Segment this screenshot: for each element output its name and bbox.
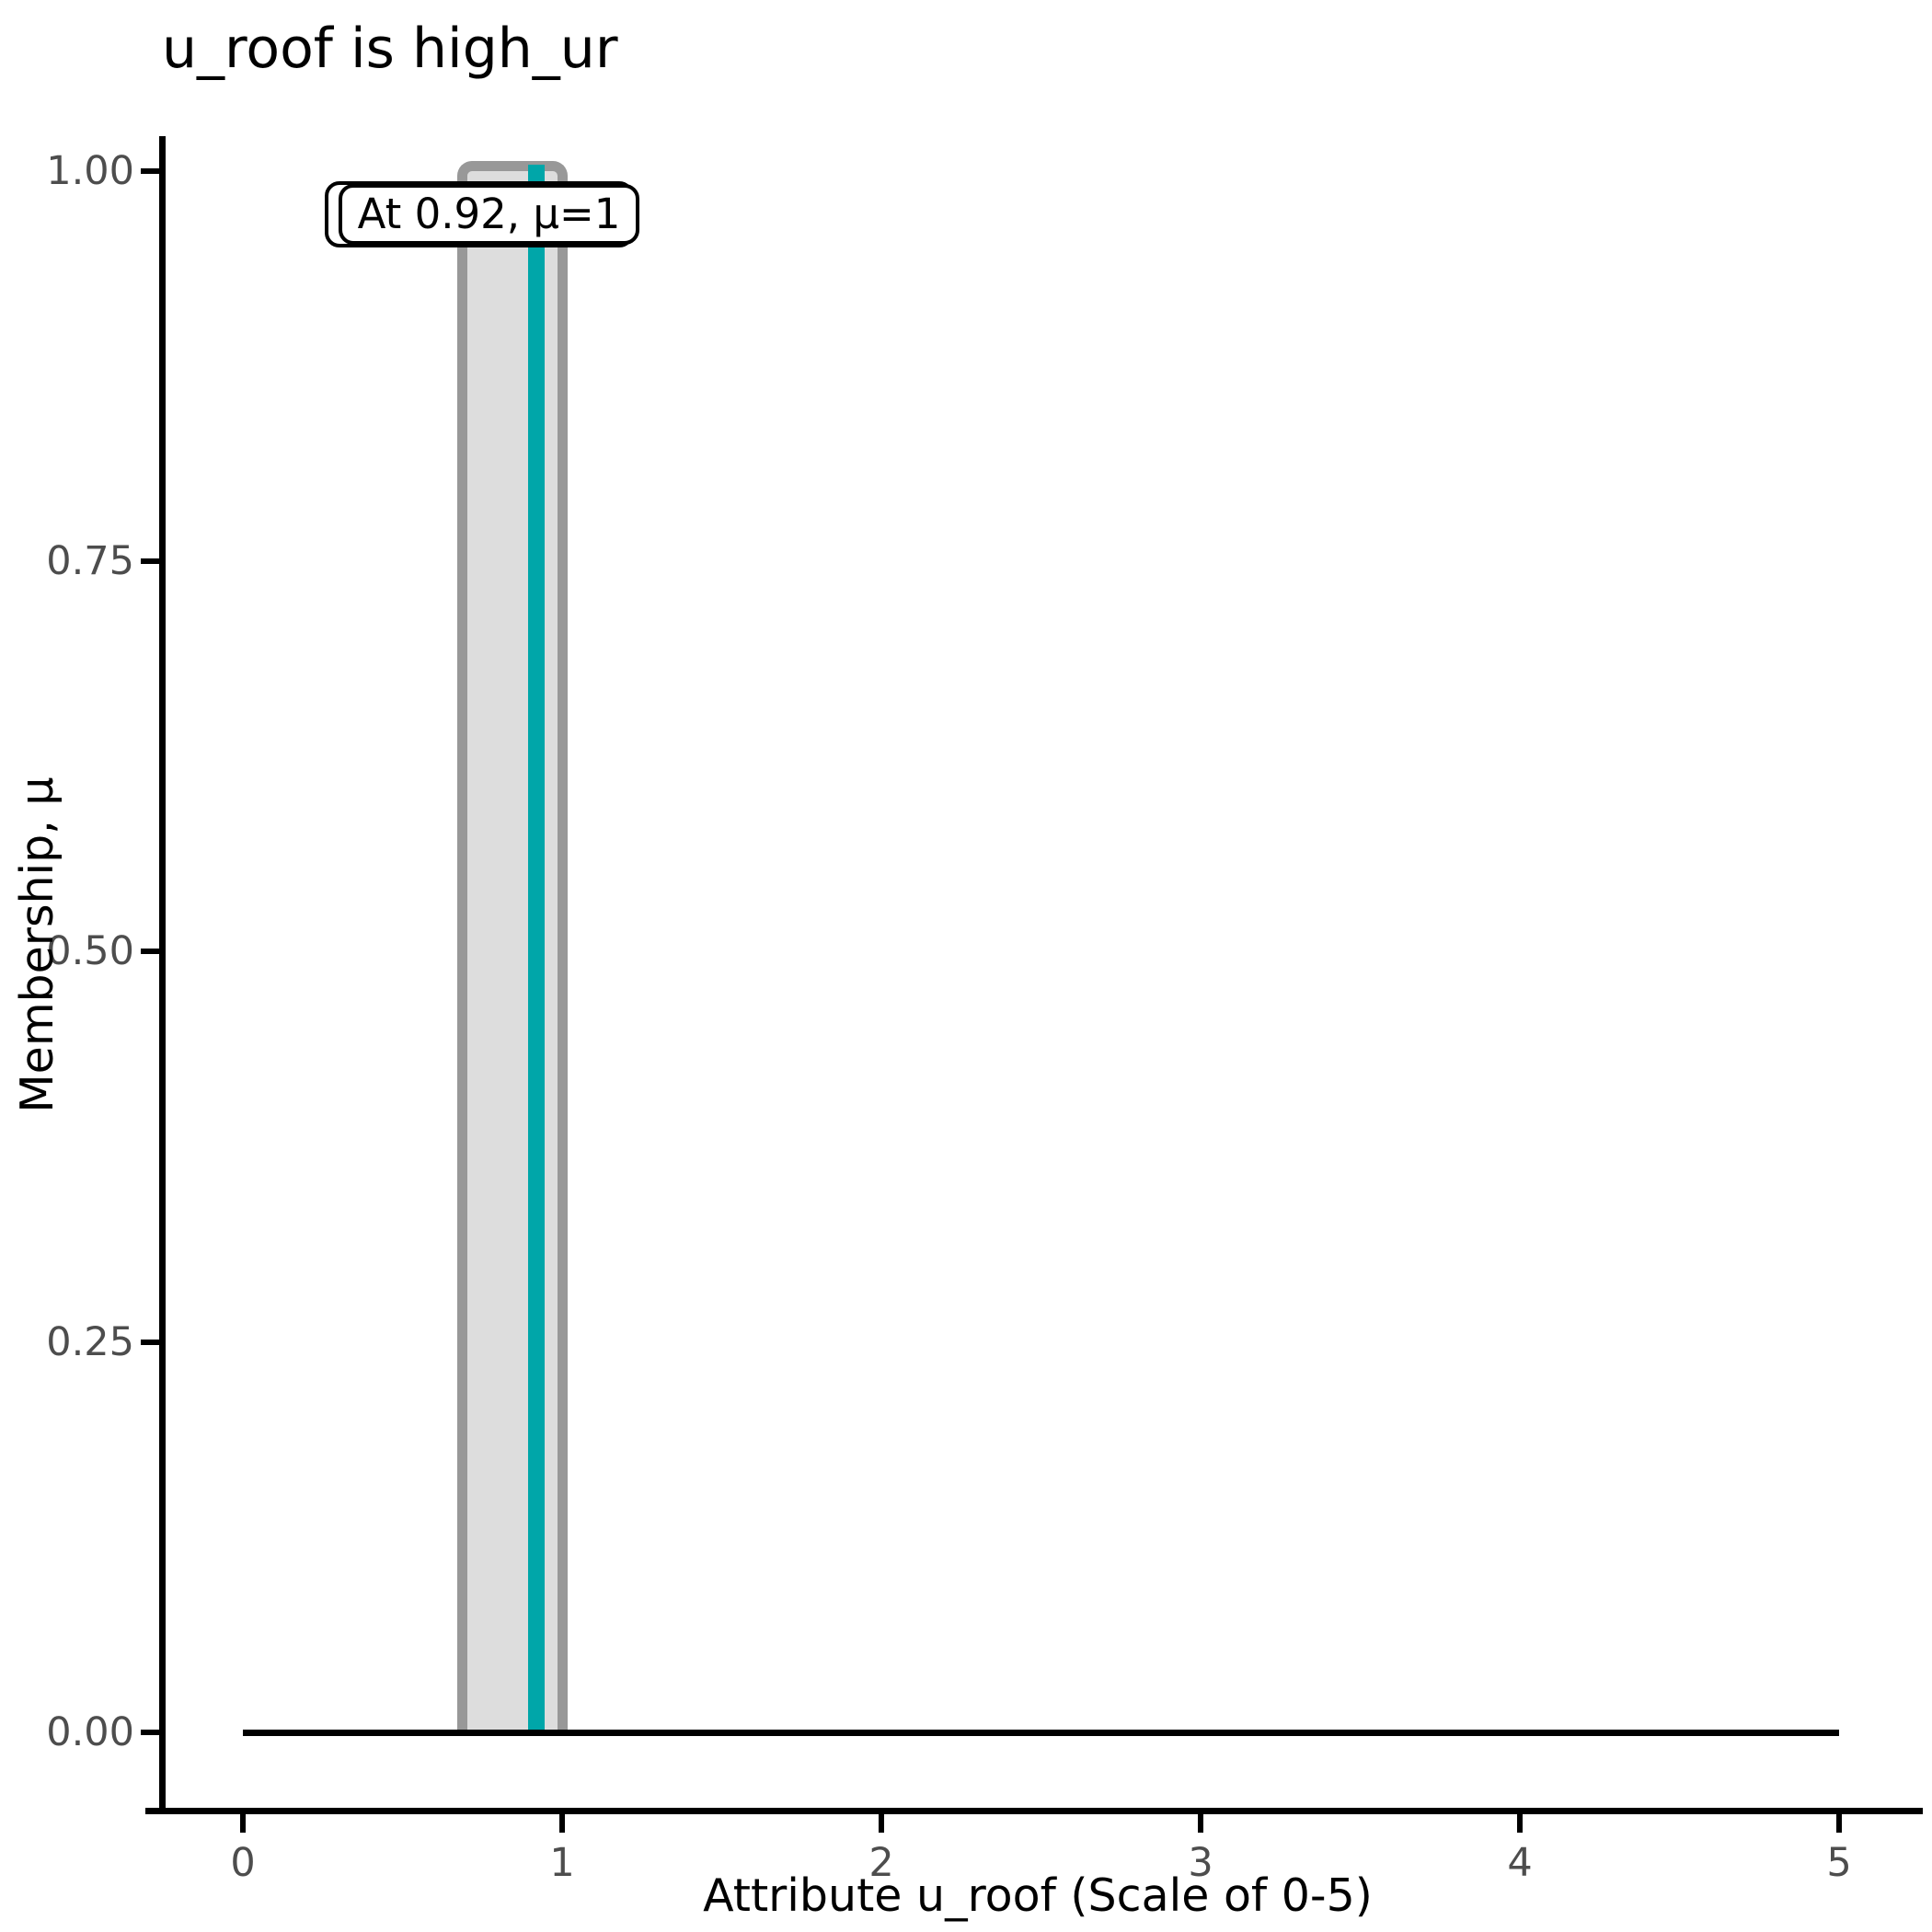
y-tick-mark (141, 1340, 160, 1345)
membership-zero-line (243, 1730, 1839, 1736)
y-tick-mark (141, 949, 160, 954)
y-axis-spine (159, 136, 166, 1814)
x-tick-mark (879, 1814, 884, 1833)
x-tick-label: 5 (1826, 1840, 1852, 1886)
y-tick-mark (141, 558, 160, 564)
y-axis-title: Membership, μ (11, 776, 63, 1113)
x-tick-mark (240, 1814, 246, 1833)
y-tick-mark (141, 1730, 160, 1735)
x-tick-label: 1 (549, 1840, 575, 1886)
x-tick-label: 0 (230, 1840, 256, 1886)
y-tick-label: 0.00 (46, 1709, 134, 1755)
y-tick-mark (141, 168, 160, 174)
crisp-value-line (528, 165, 545, 1733)
y-tick-label: 0.25 (46, 1319, 134, 1365)
x-tick-label: 4 (1507, 1840, 1533, 1886)
y-tick-label: 1.00 (46, 148, 134, 194)
chart-title: u_roof is high_ur (162, 17, 618, 81)
membership-function-bar (457, 161, 568, 1735)
x-tick-label: 2 (868, 1840, 894, 1886)
annotation-label: At 0.92, μ=1 (339, 184, 639, 245)
y-tick-label: 0.50 (46, 928, 134, 974)
x-tick-mark (1836, 1814, 1842, 1833)
x-axis-title: Attribute u_roof (Scale of 0-5) (703, 1869, 1373, 1922)
x-tick-mark (1198, 1814, 1203, 1833)
y-tick-label: 0.75 (46, 538, 134, 584)
x-tick-mark (559, 1814, 565, 1833)
x-tick-mark (1517, 1814, 1523, 1833)
x-axis-spine (145, 1808, 1923, 1814)
x-tick-label: 3 (1188, 1840, 1213, 1886)
